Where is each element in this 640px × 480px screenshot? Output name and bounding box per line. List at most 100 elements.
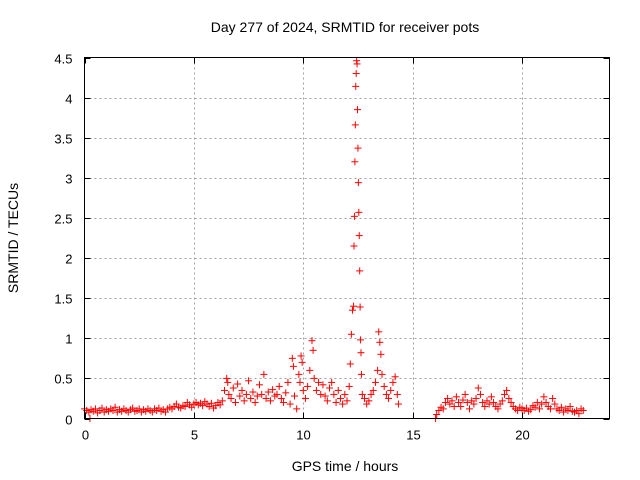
data-point	[348, 306, 356, 314]
data-point	[505, 394, 513, 402]
data-point	[476, 390, 484, 398]
x-tick-label: 0	[82, 428, 89, 443]
data-point	[474, 384, 482, 392]
data-point	[463, 398, 471, 406]
data-point	[351, 158, 359, 166]
data-point	[485, 400, 493, 408]
data-point	[533, 398, 541, 406]
data-point	[245, 377, 253, 385]
data-point	[266, 397, 274, 405]
y-tick-label: 4	[65, 92, 72, 107]
data-point	[361, 394, 368, 402]
data-point	[286, 400, 294, 408]
data-point	[357, 336, 365, 344]
data-point	[236, 392, 244, 400]
data-point	[365, 397, 373, 405]
data-point	[317, 390, 325, 398]
data-point	[466, 405, 473, 413]
data-point	[332, 398, 340, 406]
data-point	[455, 398, 463, 406]
data-point	[542, 398, 550, 406]
y-tick-label: 0.5	[54, 372, 72, 387]
y-tick-label: 3.5	[54, 132, 72, 147]
data-point	[315, 378, 323, 386]
x-axis-label: GPS time / hours	[292, 458, 399, 474]
data-points-layer	[81, 57, 587, 422]
data-point	[293, 405, 301, 413]
data-point	[546, 405, 554, 413]
data-point	[481, 402, 489, 410]
data-point	[306, 366, 314, 374]
data-point	[459, 396, 467, 404]
data-point	[498, 397, 506, 405]
data-point	[371, 378, 379, 386]
data-point	[566, 402, 574, 410]
data-point	[507, 398, 515, 406]
data-point	[253, 392, 261, 400]
grid-layer	[84, 57, 610, 419]
x-tick-label: 5	[191, 428, 198, 443]
data-point	[282, 389, 290, 397]
data-point	[382, 390, 390, 398]
chart-title: Day 277 of 2024, SRMTID for receiver pot…	[211, 19, 479, 35]
data-point	[269, 386, 277, 394]
data-point	[354, 144, 362, 152]
data-point	[330, 390, 338, 398]
x-tick-label: 20	[515, 428, 529, 443]
data-point	[297, 352, 305, 360]
data-point	[111, 403, 119, 411]
data-point	[444, 394, 452, 402]
data-point	[564, 406, 572, 414]
data-point	[357, 349, 365, 357]
data-point	[540, 393, 548, 401]
data-point	[354, 179, 362, 187]
data-point	[309, 346, 317, 354]
data-point	[284, 378, 292, 386]
data-point	[336, 394, 344, 402]
data-point	[216, 401, 224, 409]
data-point	[538, 400, 546, 408]
data-point	[358, 390, 366, 398]
data-point	[323, 397, 331, 405]
data-point	[357, 370, 365, 378]
data-point	[549, 394, 557, 402]
data-point	[312, 386, 320, 394]
data-point	[234, 380, 242, 388]
data-point	[369, 386, 377, 394]
data-point	[301, 394, 309, 402]
data-point	[343, 397, 351, 405]
data-point	[225, 390, 233, 398]
data-point	[98, 404, 106, 412]
data-point	[356, 267, 364, 275]
data-point	[355, 232, 363, 240]
data-point	[527, 406, 535, 414]
data-point	[350, 212, 358, 220]
y-tick-label: 2	[65, 252, 72, 267]
data-point	[223, 374, 231, 382]
data-point	[256, 381, 263, 389]
data-point	[288, 354, 296, 362]
data-point	[328, 378, 336, 386]
data-point	[218, 397, 226, 405]
data-point	[231, 398, 239, 406]
data-point	[448, 397, 456, 405]
data-point	[326, 384, 333, 392]
y-tick-label: 1.5	[54, 292, 72, 307]
data-point	[242, 390, 250, 398]
data-point	[394, 400, 402, 408]
data-point	[249, 388, 257, 396]
data-point	[258, 390, 266, 398]
data-point	[207, 399, 215, 407]
data-point	[334, 386, 342, 394]
data-point	[229, 384, 237, 392]
data-point	[310, 374, 318, 382]
data-point	[339, 400, 347, 408]
data-point	[351, 121, 359, 129]
data-point	[579, 406, 587, 414]
data-point	[350, 302, 358, 310]
data-point	[91, 405, 99, 413]
data-point	[298, 358, 306, 366]
data-point	[439, 405, 447, 413]
data-point	[275, 382, 283, 390]
